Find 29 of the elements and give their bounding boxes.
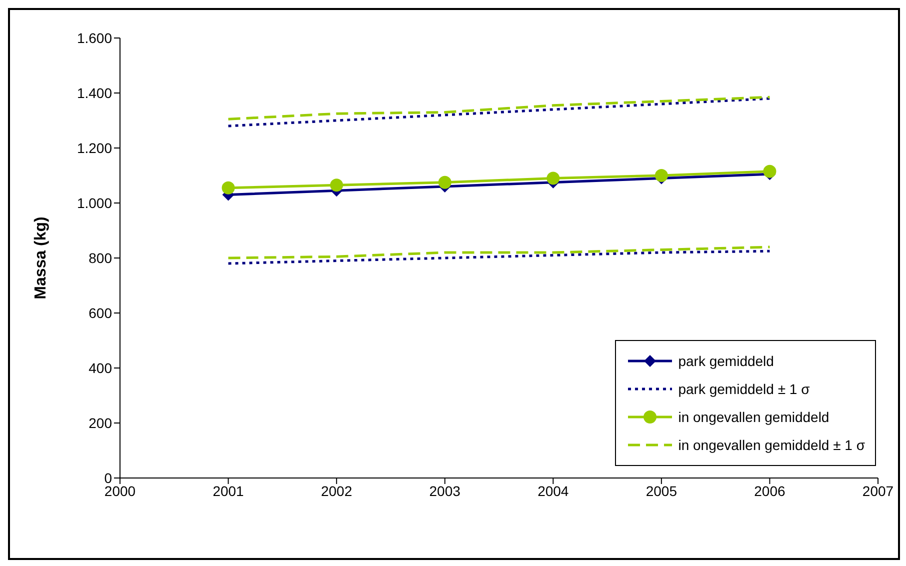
line-series xyxy=(227,97,771,128)
legend-label: in ongevallen gemiddeld ± 1 σ xyxy=(678,437,865,453)
point xyxy=(330,178,344,192)
x-tick-label: 2004 xyxy=(538,482,569,499)
y-tick-label: 800 xyxy=(88,250,112,266)
y-tick-label: 1.200 xyxy=(76,140,112,156)
x-tick-label: 2005 xyxy=(646,482,678,499)
x-tick-label: 2001 xyxy=(212,482,244,499)
y-tick-label: 400 xyxy=(88,360,112,376)
y-axis-title: Massa (kg) xyxy=(32,216,50,300)
x-tick-label: 2007 xyxy=(862,482,894,499)
y-tick-label: 1.000 xyxy=(76,194,112,211)
y-tick-label: 200 xyxy=(88,414,112,431)
line-series xyxy=(227,246,771,260)
x-tick-label: 2003 xyxy=(429,482,461,499)
y-tick-label: 1.600 xyxy=(76,30,112,46)
legend-label: park gemiddeld ± 1 σ xyxy=(678,381,810,397)
x-tick-label: 2002 xyxy=(320,482,352,499)
x-tick-label: 2006 xyxy=(754,482,786,499)
point xyxy=(438,176,452,189)
legend-label: park gemiddeld xyxy=(678,353,774,369)
point xyxy=(546,172,560,185)
y-tick-label: 1.400 xyxy=(76,84,112,101)
point xyxy=(763,164,776,178)
legend-label: in ongevallen gemiddeld xyxy=(678,409,830,425)
point xyxy=(222,181,235,194)
line-series xyxy=(227,96,771,120)
y-tick-label: 600 xyxy=(88,304,112,321)
line-series xyxy=(227,250,771,265)
